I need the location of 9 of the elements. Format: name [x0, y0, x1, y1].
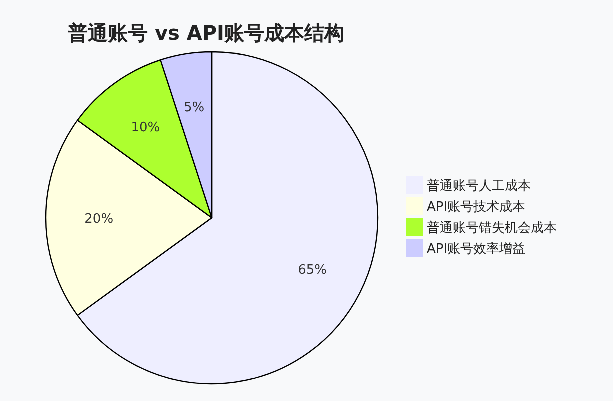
data-label: 65% — [298, 263, 328, 278]
legend-label: API账号技术成本 — [427, 200, 526, 215]
chart-title: 普通账号 vs API账号成本结构 — [67, 21, 344, 45]
data-label: 5% — [184, 100, 205, 116]
data-label: 20% — [84, 212, 114, 227]
slice-label: 普通账号人工成本 — [427, 178, 531, 194]
legend-label: 普通账号错失机会成本 — [427, 220, 557, 236]
legend-label: API账号效率增益 — [427, 241, 526, 257]
data-label: 10% — [131, 120, 160, 136]
